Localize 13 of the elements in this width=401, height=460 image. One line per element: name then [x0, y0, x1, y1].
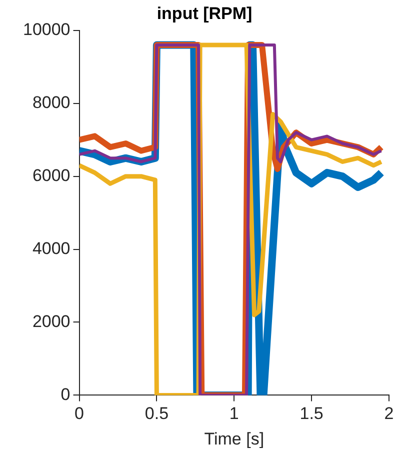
y-tick-label: 8000: [32, 93, 70, 112]
y-tick-label: 10000: [22, 20, 70, 40]
x-tick-label: 1.5: [300, 404, 324, 424]
x-tick-label: 2: [384, 404, 394, 424]
x-tick-label: 0.5: [144, 404, 169, 424]
x-axis-title: Time [s]: [204, 429, 264, 448]
x-tick-label: 0: [74, 404, 84, 424]
x-tick-label: 1: [229, 404, 239, 424]
y-tick-label: 6000: [32, 166, 70, 186]
chart-title: input [RPM]: [156, 4, 252, 23]
y-tick-label: 2000: [32, 312, 70, 331]
y-tick-label: 0: [60, 384, 70, 404]
y-tick-label: 4000: [32, 238, 70, 258]
